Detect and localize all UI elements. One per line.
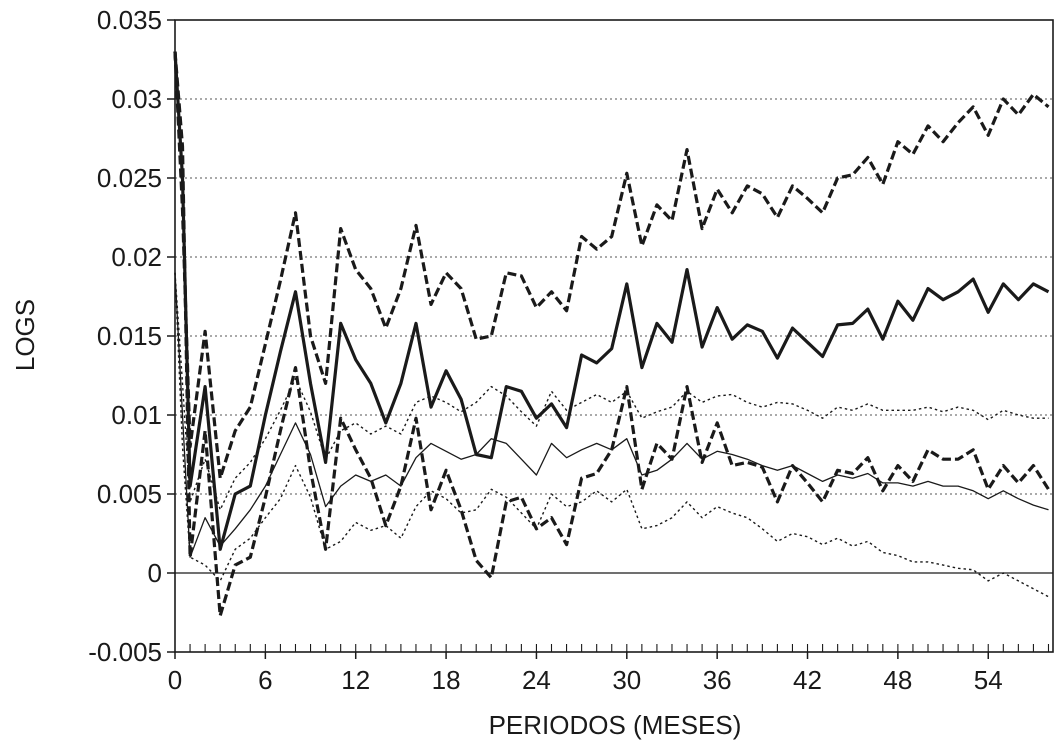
x-tick-label-4: 24 — [522, 665, 551, 695]
x-tick-label-2: 12 — [341, 665, 370, 695]
y-axis-title: LOGS — [10, 299, 40, 371]
x-axis-tick-marks — [174, 644, 1050, 659]
y-axis-tick-labels: -0.005 0 0.005 0.01 0.015 0.02 0.025 0.03 0.035 — [88, 5, 162, 667]
y-tick-label-1: 0 — [148, 558, 162, 588]
series-line-4-thin-solid — [174, 272, 1049, 558]
x-tick-label-6: 36 — [703, 665, 732, 695]
x-tick-label-5: 30 — [612, 665, 641, 695]
x-axis-tick-labels: 0 6 12 18 24 30 36 42 48 54 — [168, 665, 1003, 695]
y-tick-label-5: 0.02 — [111, 242, 162, 272]
series-lines — [173, 51, 1050, 618]
series-line-5-thin-dotted — [174, 272, 1049, 511]
x-tick-label-3: 18 — [432, 665, 461, 695]
y-tick-label-4: 0.015 — [97, 321, 162, 351]
x-tick-label-0: 0 — [168, 665, 182, 695]
y-tick-label-7: 0.03 — [111, 84, 162, 114]
y-axis-tick-marks — [167, 19, 175, 653]
series-line-6-thin-dotted — [174, 272, 1049, 598]
y-tick-label-6: 0.025 — [97, 163, 162, 193]
y-tick-label-2: 0.005 — [97, 479, 162, 509]
x-tick-label-9: 54 — [974, 665, 1003, 695]
y-tick-label-3: 0.01 — [111, 400, 162, 430]
series-line-1-thick-solid — [173, 51, 1050, 551]
series-line-2-thick-dashed — [173, 51, 1050, 480]
x-axis-title: PERIODOS (MESES) — [489, 710, 742, 740]
series-line-3-thick-dashed — [173, 51, 1050, 618]
y-tick-label-0: -0.005 — [88, 637, 162, 667]
x-tick-label-8: 48 — [883, 665, 912, 695]
x-tick-label-7: 42 — [793, 665, 822, 695]
gridlines — [175, 98, 1053, 495]
y-tick-label-8: 0.035 — [97, 5, 162, 35]
x-tick-label-1: 6 — [258, 665, 272, 695]
